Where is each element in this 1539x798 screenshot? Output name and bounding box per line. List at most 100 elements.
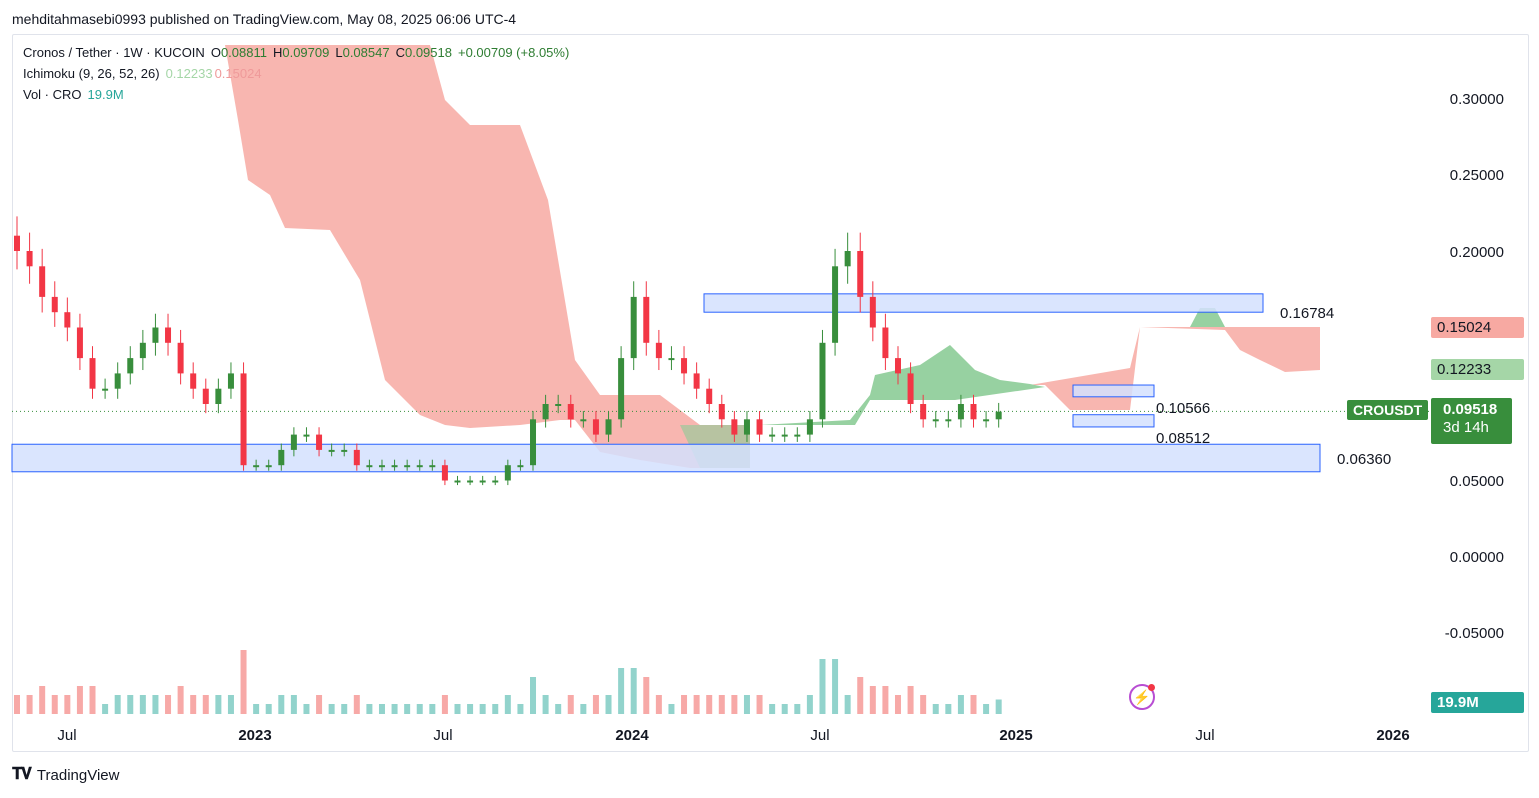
candle-body [152, 327, 159, 343]
candle-body [706, 388, 713, 404]
chart-frame[interactable] [12, 34, 1529, 752]
volume-bar [857, 677, 864, 714]
volume-bar [14, 695, 20, 714]
volume-bar [957, 695, 964, 714]
legend-l-label: L [335, 45, 343, 60]
candle-body [290, 434, 297, 450]
x-tick-label: Jul [1195, 727, 1214, 744]
publisher-line: mehditahmasebi0993 published on TradingV… [12, 11, 517, 27]
volume-bar [907, 686, 914, 714]
legend-ichimoku-row: Ichimoku (9, 26, 52, 26) 0.12233 0.15024 [23, 66, 268, 81]
candle-body [894, 358, 901, 374]
volume-bar [794, 704, 801, 714]
volume-bar [668, 704, 675, 714]
candle-body [492, 480, 499, 483]
volume-bar [26, 695, 33, 714]
volume-bar [190, 695, 197, 714]
volume-bar [391, 704, 398, 714]
volume-bar [832, 659, 839, 714]
candle-body [517, 465, 524, 468]
y-tick-label: 0.05000 [1450, 473, 1504, 490]
legend-ichimoku-v2: 0.15024 [214, 66, 262, 81]
candle-body [366, 465, 373, 468]
candle-body [957, 404, 964, 420]
x-tick-label: 2026 [1376, 727, 1409, 744]
volume-bar [177, 686, 184, 714]
candle-body [479, 480, 486, 483]
candle-body [970, 404, 977, 420]
volume-bar [806, 695, 813, 714]
volume-bar [655, 695, 662, 714]
candle-body [832, 266, 839, 343]
volume-bar [316, 695, 323, 714]
volume-bar [114, 695, 121, 714]
volume-tag: 19.9M [1431, 692, 1524, 713]
candle-body [429, 465, 436, 468]
footer-brand[interactable]: 𝐓𝐕 TradingView [12, 766, 119, 784]
volume-bar [555, 704, 562, 714]
volume-bar [932, 704, 939, 714]
x-tick-label: 2024 [615, 727, 649, 744]
volume-bar [467, 704, 474, 714]
volume-bar [51, 695, 58, 714]
cloud-bearish-2 [1030, 327, 1320, 410]
volume-bar [102, 704, 109, 714]
zone-1 [703, 293, 1264, 313]
candle-body [64, 312, 71, 328]
candle-body [378, 465, 385, 468]
x-tick-label: Jul [57, 727, 76, 744]
volume-bar [265, 704, 272, 714]
legend-low: 0.08547 [342, 45, 390, 60]
volume-bar [920, 695, 927, 714]
candle-body [165, 327, 172, 343]
candle-body [781, 434, 788, 437]
candle-body [530, 419, 537, 466]
candle-body [756, 419, 763, 435]
volume-bar [416, 704, 423, 714]
candle-body [278, 449, 285, 466]
candle-body [139, 342, 146, 359]
candle-body [265, 465, 272, 468]
volume-bar [681, 695, 688, 714]
candle-body [215, 388, 222, 404]
volume-bar [819, 659, 826, 714]
candle-body [869, 296, 876, 328]
price-tag-lead-b: 0.15024 [1431, 317, 1524, 338]
tradingview-logo-icon: 𝐓𝐕 [12, 766, 32, 783]
candle-body [467, 480, 474, 483]
level-labels: 0.16784 0.10566 0.08512 0.06360 [1156, 305, 1391, 468]
volume-bar [894, 695, 901, 714]
x-tick-label: Jul [433, 727, 452, 744]
candle-body [328, 449, 335, 452]
volume-bar [882, 686, 889, 714]
y-tick-label: 0.25000 [1450, 167, 1504, 184]
legend-volume-row: Vol · CRO 19.9M [23, 87, 130, 102]
lightning-bolt-icon[interactable]: ⚡ [1129, 684, 1155, 710]
volume-bar [64, 695, 71, 714]
candle-body [655, 342, 662, 359]
legend-vol-label: Vol · CRO [23, 87, 82, 102]
volume-bar [127, 695, 134, 714]
candle-body [504, 465, 511, 481]
y-tick-label: 0.20000 [1450, 244, 1504, 261]
x-tick-label: Jul [810, 727, 829, 744]
legend-o-label: O [210, 45, 221, 60]
volume-bar [492, 704, 499, 714]
candle-body [681, 358, 688, 374]
volume-bar [76, 686, 83, 714]
candle-body [303, 434, 310, 437]
volume-bar [139, 695, 146, 714]
y-tick-label: 0.00000 [1450, 549, 1504, 566]
candle-body [643, 296, 650, 343]
x-tick-label: 2023 [238, 727, 271, 744]
candle-body [441, 465, 448, 481]
level-label-2: 0.10566 [1156, 400, 1210, 417]
volume-bar [983, 704, 990, 714]
candle-body [227, 373, 234, 389]
volume-bar [756, 695, 763, 714]
volume-bar [542, 695, 549, 714]
volume-bar [530, 677, 537, 714]
legend-open: 0.08811 [220, 45, 267, 60]
x-tick-label: 2025 [999, 727, 1032, 744]
